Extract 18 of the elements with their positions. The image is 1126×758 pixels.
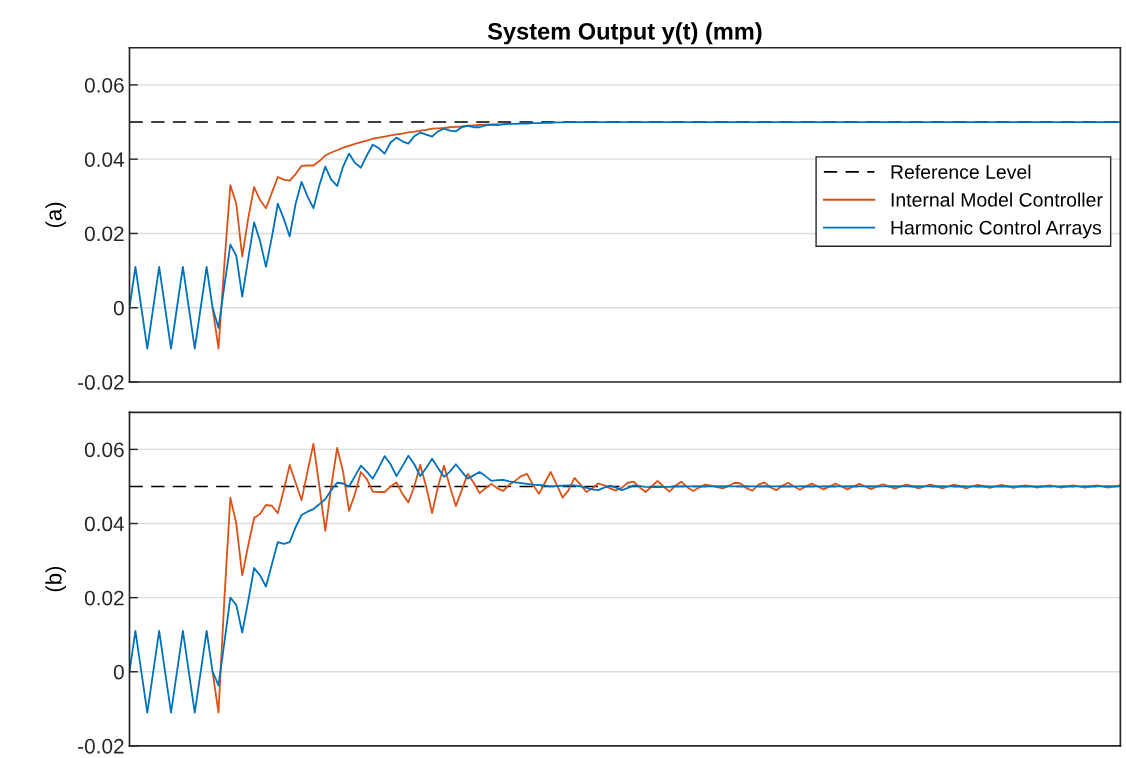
y-tick-label: 0.06 [84, 442, 124, 458]
y-tick-label: -0.02 [78, 375, 124, 390]
y-tick-label: 0.04 [84, 152, 125, 167]
legend-label: Reference Level [891, 164, 1031, 179]
y-tick-label: 0 [113, 300, 124, 316]
line-series [211, 123, 499, 350]
line-series [129, 121, 1121, 350]
y-axis-title: (a) [45, 202, 67, 228]
y-tick-label: 0 [113, 664, 124, 680]
y-tick-label: -0.02 [78, 738, 124, 754]
legend-label: Internal Model Controller [891, 192, 1103, 207]
y-tick-label: 0.02 [84, 226, 124, 242]
y-axis-title: (b) [45, 566, 67, 592]
y-tick-label: 0.06 [84, 77, 124, 93]
chart-title: System Output y(t) (mm) [487, 22, 762, 45]
y-tick-label: 0.02 [84, 590, 124, 606]
y-tick-label: 0.04 [84, 516, 125, 532]
legend-label: Harmonic Control Arrays [891, 220, 1102, 239]
